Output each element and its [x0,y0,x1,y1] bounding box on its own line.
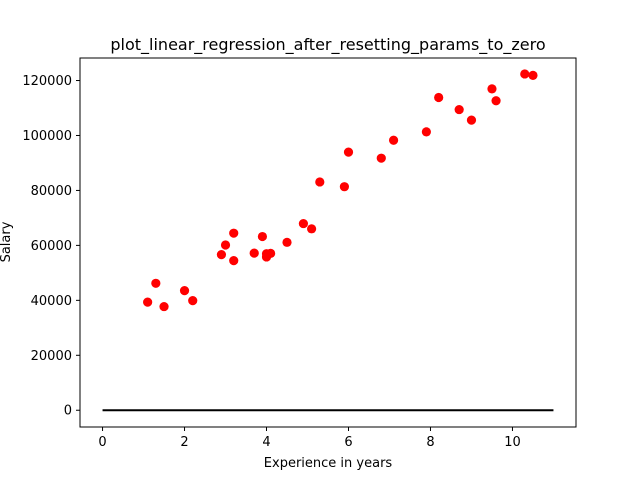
data-point [229,228,239,238]
x-tick-label: 8 [426,435,434,450]
data-point [282,237,292,247]
data-point [376,153,386,163]
y-tick-label: 40000 [31,294,72,309]
data-point [216,250,227,260]
data-point [249,248,259,258]
data-point [487,84,497,94]
data-point [188,296,198,306]
data-point [491,96,501,106]
y-tick-label: 20000 [31,349,72,364]
data-point [179,286,190,296]
axes-frame [79,57,577,428]
data-point [307,224,317,234]
x-tick-label: 6 [344,435,352,450]
y-tick-label: 60000 [31,239,72,254]
x-tick-label: 2 [180,435,188,450]
y-tick-label: 120000 [22,74,72,89]
x-tick-label: 4 [262,435,270,450]
x-axis-label: Experience in years [264,456,393,471]
chart-title: plot_linear_regression_after_resetting_p… [110,35,545,55]
data-point [151,278,161,288]
y-tick-label: 80000 [31,184,72,199]
y-tick-label: 100000 [22,129,72,144]
plot-area [102,69,554,412]
axis-ticks: 0 2 4 6 8 10 0 20000 40000 60000 80000 100000 120000 [22,74,520,450]
data-point [339,182,349,192]
data-point [454,104,464,115]
data-point [266,248,276,259]
data-point [315,177,325,187]
data-point [520,69,530,79]
data-point [220,240,231,250]
data-point [343,147,354,157]
data-point [434,92,444,103]
y-axis-label: Salary [0,221,14,262]
data-point [159,301,169,312]
y-tick-label: 0 [64,404,72,419]
x-tick-label: 0 [98,435,106,450]
data-point [528,70,538,80]
data-point [143,297,153,307]
x-tick-label: 10 [504,435,521,450]
data-point [257,231,268,242]
data-point [298,218,309,229]
data-point [229,256,239,266]
data-point [421,127,431,137]
data-point [388,135,399,145]
data-point [466,115,477,125]
